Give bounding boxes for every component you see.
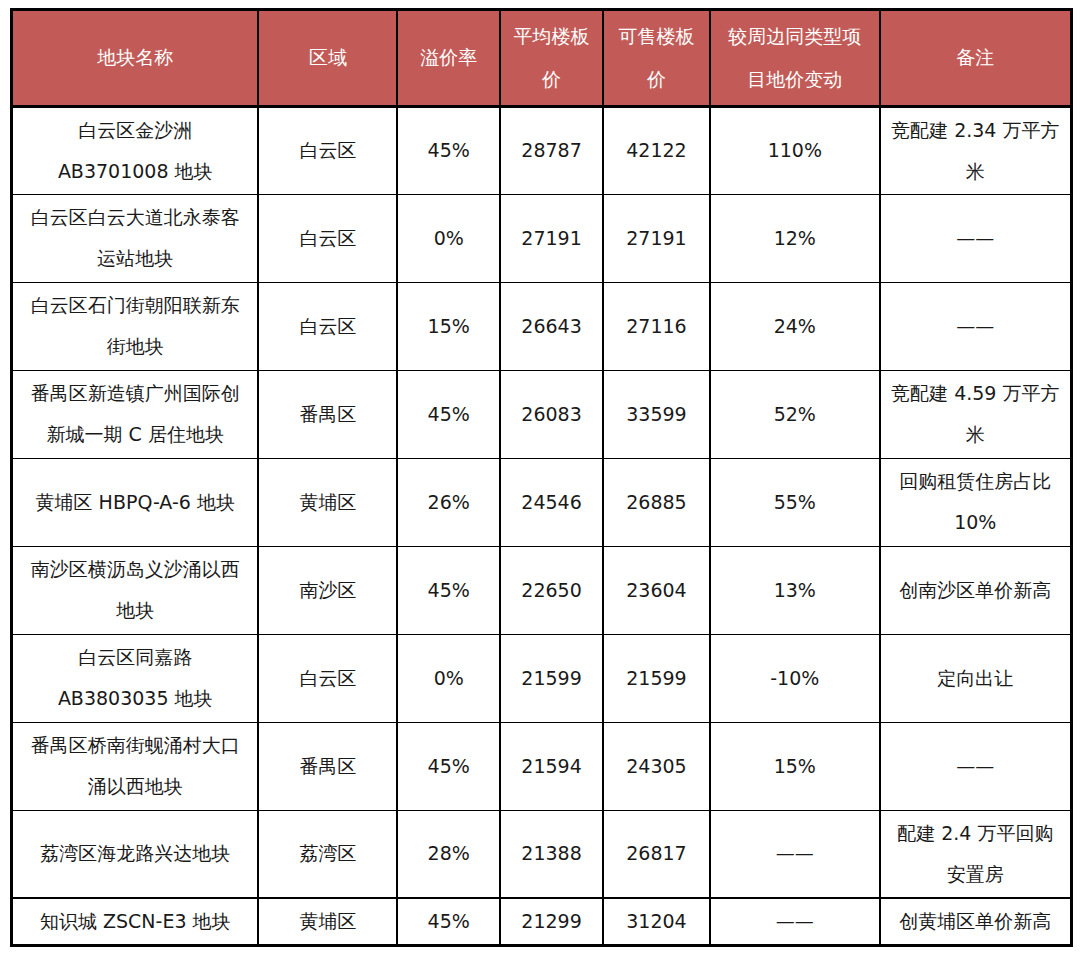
cell-remark: 竞配建 2.34 万平方米 — [880, 106, 1072, 194]
cell-avg-floor-price: 24546 — [500, 458, 603, 546]
header-district: 区域 — [258, 10, 397, 107]
cell-parcel-name: 白云区白云大道北永泰客运站地块 — [12, 194, 259, 282]
table-header: 地块名称 区域 溢价率 平均楼板价 可售楼板价 较周边同类型项目地价变动 备注 — [12, 10, 1072, 107]
cell-sellable-floor-price: 26817 — [603, 810, 710, 898]
cell-avg-floor-price: 26643 — [500, 282, 603, 370]
cell-premium-rate: 45% — [397, 370, 500, 458]
cell-premium-rate: 0% — [397, 634, 500, 722]
cell-premium-rate: 26% — [397, 458, 500, 546]
cell-parcel-name: 黄埔区 HBPQ-A-6 地块 — [12, 458, 259, 546]
header-sellable-floor-price: 可售楼板价 — [603, 10, 710, 107]
cell-price-change-vs-nearby: 13% — [710, 546, 880, 634]
header-parcel-name: 地块名称 — [12, 10, 259, 107]
header-premium-rate: 溢价率 — [397, 10, 500, 107]
header-row: 地块名称 区域 溢价率 平均楼板价 可售楼板价 较周边同类型项目地价变动 备注 — [12, 10, 1072, 107]
cell-remark: 竞配建 4.59 万平方米 — [880, 370, 1072, 458]
cell-district: 白云区 — [258, 106, 397, 194]
table-row: 番禺区桥南街蚬涌村大口涌以西地块番禺区45%215942430515%—— — [12, 722, 1072, 810]
cell-premium-rate: 28% — [397, 810, 500, 898]
cell-sellable-floor-price: 27116 — [603, 282, 710, 370]
table-row: 黄埔区 HBPQ-A-6 地块黄埔区26%245462688555%回购租赁住房… — [12, 458, 1072, 546]
cell-district: 番禺区 — [258, 722, 397, 810]
cell-remark: 创南沙区单价新高 — [880, 546, 1072, 634]
cell-sellable-floor-price: 21599 — [603, 634, 710, 722]
cell-district: 白云区 — [258, 634, 397, 722]
table-row: 荔湾区海龙路兴达地块荔湾区28%2138826817——配建 2.4 万平回购安… — [12, 810, 1072, 898]
cell-avg-floor-price: 26083 — [500, 370, 603, 458]
cell-parcel-name: 荔湾区海龙路兴达地块 — [12, 810, 259, 898]
cell-remark: 创黄埔区单价新高 — [880, 898, 1072, 945]
cell-avg-floor-price: 22650 — [500, 546, 603, 634]
table-row: 白云区白云大道北永泰客运站地块白云区0%271912719112%—— — [12, 194, 1072, 282]
land-parcel-table: 地块名称 区域 溢价率 平均楼板价 可售楼板价 较周边同类型项目地价变动 备注 … — [10, 8, 1073, 947]
cell-premium-rate: 45% — [397, 722, 500, 810]
cell-sellable-floor-price: 33599 — [603, 370, 710, 458]
cell-price-change-vs-nearby: 15% — [710, 722, 880, 810]
cell-parcel-name: 白云区石门街朝阳联新东街地块 — [12, 282, 259, 370]
cell-district: 南沙区 — [258, 546, 397, 634]
cell-price-change-vs-nearby: 24% — [710, 282, 880, 370]
header-remark: 备注 — [880, 10, 1072, 107]
cell-remark: 回购租赁住房占比 10% — [880, 458, 1072, 546]
cell-parcel-name: 白云区金沙洲 AB3701008 地块 — [12, 106, 259, 194]
cell-sellable-floor-price: 27191 — [603, 194, 710, 282]
cell-premium-rate: 45% — [397, 898, 500, 945]
page: 地块名称 区域 溢价率 平均楼板价 可售楼板价 较周边同类型项目地价变动 备注 … — [0, 0, 1080, 967]
header-price-change-vs-nearby: 较周边同类型项目地价变动 — [710, 10, 880, 107]
table-row: 白云区石门街朝阳联新东街地块白云区15%266432711624%—— — [12, 282, 1072, 370]
cell-price-change-vs-nearby: 12% — [710, 194, 880, 282]
cell-remark: 配建 2.4 万平回购安置房 — [880, 810, 1072, 898]
cell-district: 黄埔区 — [258, 898, 397, 945]
cell-district: 番禺区 — [258, 370, 397, 458]
cell-price-change-vs-nearby: —— — [710, 810, 880, 898]
cell-price-change-vs-nearby: -10% — [710, 634, 880, 722]
table-body: 白云区金沙洲 AB3701008 地块白云区45%2878742122110%竞… — [12, 106, 1072, 945]
cell-remark: 定向出让 — [880, 634, 1072, 722]
cell-premium-rate: 15% — [397, 282, 500, 370]
cell-parcel-name: 番禺区桥南街蚬涌村大口涌以西地块 — [12, 722, 259, 810]
cell-sellable-floor-price: 31204 — [603, 898, 710, 945]
cell-premium-rate: 45% — [397, 546, 500, 634]
cell-remark: —— — [880, 722, 1072, 810]
cell-avg-floor-price: 21594 — [500, 722, 603, 810]
table-row: 番禺区新造镇广州国际创新城一期 C 居住地块番禺区45%260833359952… — [12, 370, 1072, 458]
cell-remark: —— — [880, 194, 1072, 282]
cell-price-change-vs-nearby: 110% — [710, 106, 880, 194]
cell-premium-rate: 0% — [397, 194, 500, 282]
table-row: 知识城 ZSCN-E3 地块黄埔区45%2129931204——创黄埔区单价新高 — [12, 898, 1072, 945]
cell-avg-floor-price: 28787 — [500, 106, 603, 194]
table-row: 南沙区横沥岛义沙涌以西地块南沙区45%226502360413%创南沙区单价新高 — [12, 546, 1072, 634]
cell-price-change-vs-nearby: 52% — [710, 370, 880, 458]
header-avg-floor-price: 平均楼板价 — [500, 10, 603, 107]
cell-district: 白云区 — [258, 194, 397, 282]
cell-price-change-vs-nearby: —— — [710, 898, 880, 945]
cell-sellable-floor-price: 23604 — [603, 546, 710, 634]
cell-avg-floor-price: 27191 — [500, 194, 603, 282]
cell-district: 白云区 — [258, 282, 397, 370]
cell-avg-floor-price: 21599 — [500, 634, 603, 722]
table-row: 白云区同嘉路 AB3803035 地块白云区0%2159921599-10%定向… — [12, 634, 1072, 722]
table-row: 白云区金沙洲 AB3701008 地块白云区45%2878742122110%竞… — [12, 106, 1072, 194]
cell-district: 黄埔区 — [258, 458, 397, 546]
cell-parcel-name: 南沙区横沥岛义沙涌以西地块 — [12, 546, 259, 634]
cell-sellable-floor-price: 42122 — [603, 106, 710, 194]
cell-premium-rate: 45% — [397, 106, 500, 194]
cell-sellable-floor-price: 26885 — [603, 458, 710, 546]
cell-district: 荔湾区 — [258, 810, 397, 898]
cell-parcel-name: 白云区同嘉路 AB3803035 地块 — [12, 634, 259, 722]
cell-sellable-floor-price: 24305 — [603, 722, 710, 810]
cell-remark: —— — [880, 282, 1072, 370]
cell-avg-floor-price: 21299 — [500, 898, 603, 945]
cell-parcel-name: 番禺区新造镇广州国际创新城一期 C 居住地块 — [12, 370, 259, 458]
cell-parcel-name: 知识城 ZSCN-E3 地块 — [12, 898, 259, 945]
cell-price-change-vs-nearby: 55% — [710, 458, 880, 546]
cell-avg-floor-price: 21388 — [500, 810, 603, 898]
